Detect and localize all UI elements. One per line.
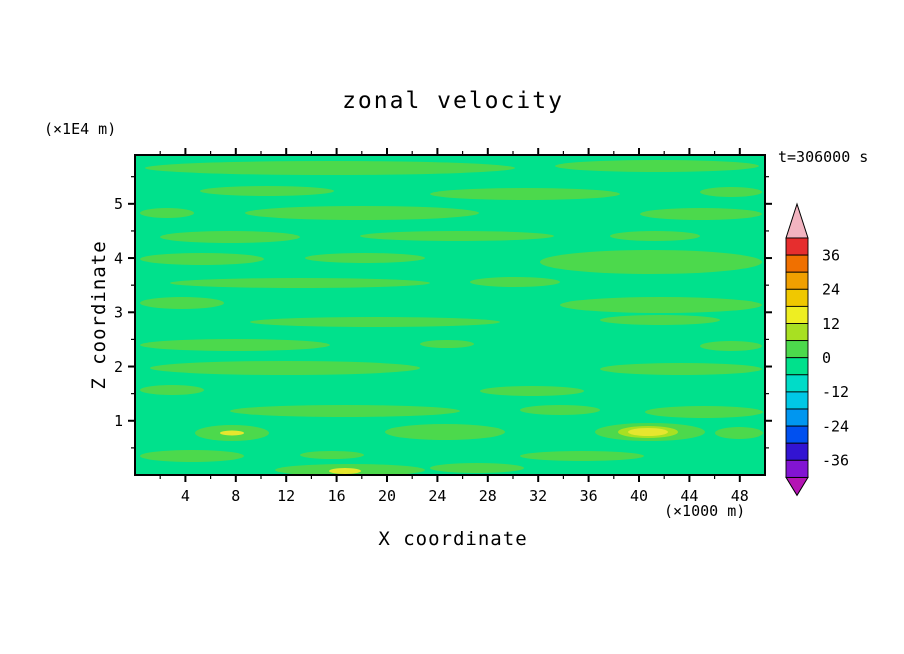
contour-patch — [470, 277, 560, 287]
x-tick-label: 48 — [731, 487, 749, 505]
z-tick-label: 3 — [114, 304, 123, 322]
colorbar-label: 36 — [822, 246, 840, 264]
contour-patch — [555, 160, 759, 172]
contour-patch — [305, 253, 425, 263]
colorbar-label: -12 — [822, 383, 849, 401]
contour-hotspot — [220, 430, 244, 436]
colorbar-segment — [785, 357, 809, 376]
colorbar-segment — [785, 271, 809, 290]
contour-patch — [140, 297, 224, 309]
contour-patch — [420, 340, 474, 348]
x-tick-label: 40 — [630, 487, 648, 505]
x-tick-label: 44 — [680, 487, 698, 505]
colorbar-label: -36 — [822, 452, 849, 470]
contour-patch — [145, 161, 515, 175]
x-axis-title: X coordinate — [378, 528, 528, 550]
contour-patch — [140, 253, 264, 265]
colorbar-label: -24 — [822, 417, 849, 435]
contour-patch — [560, 297, 762, 313]
contour-patch — [700, 341, 762, 351]
contour-patch — [600, 363, 762, 375]
colorbar-segment — [785, 391, 809, 410]
contour-patch — [360, 231, 554, 241]
colorbar-segment — [785, 340, 809, 359]
contour-patch — [715, 427, 763, 439]
colorbar-label: 0 — [822, 349, 831, 367]
x-tick-label: 28 — [479, 487, 497, 505]
contour-field — [135, 155, 765, 475]
colorbar-segment — [785, 374, 809, 393]
contour-patch — [140, 450, 244, 462]
contour-patch — [140, 339, 330, 351]
z-tick-label: 4 — [114, 249, 123, 267]
colorbar-segment — [785, 305, 809, 324]
colorbar-label: 12 — [822, 315, 840, 333]
contour-patch — [640, 208, 762, 220]
colorbar-segment — [785, 459, 809, 478]
contour-patch — [645, 406, 763, 418]
contour-patch — [430, 188, 620, 200]
z-tick-label: 1 — [114, 412, 123, 430]
x-axis-unit-label: (×1000 m) — [664, 502, 746, 520]
colorbar-segment — [785, 442, 809, 461]
contour-patch — [230, 405, 460, 417]
x-tick-label: 32 — [529, 487, 547, 505]
x-tick-label: 24 — [428, 487, 446, 505]
time-stamp-label: t=306000 s — [778, 148, 869, 166]
x-tick-label: 12 — [277, 487, 295, 505]
contour-patch — [160, 231, 300, 243]
colorbar-segment — [785, 425, 809, 444]
contour-hotspot — [628, 428, 668, 436]
x-tick-label: 4 — [181, 487, 190, 505]
contour-patch — [480, 386, 584, 396]
contour-patch — [150, 361, 420, 375]
contour-patch — [520, 451, 644, 461]
colorbar-under-arrow — [785, 476, 809, 497]
colorbar-segment — [785, 408, 809, 427]
colorbar-over-arrow — [785, 202, 809, 239]
contour-patch — [170, 278, 430, 288]
contour-patch — [700, 187, 762, 197]
contour-patch — [140, 385, 204, 395]
z-tick-label: 2 — [114, 358, 123, 376]
x-tick-label: 8 — [231, 487, 240, 505]
x-tick-label: 16 — [328, 487, 346, 505]
colorbar-segment — [785, 288, 809, 307]
contour-patch — [300, 451, 364, 459]
contour-hotspot — [329, 468, 361, 474]
colorbar-segment — [785, 237, 809, 256]
x-tick-label: 20 — [378, 487, 396, 505]
contour-patch — [610, 231, 700, 241]
x-tick-label: 36 — [580, 487, 598, 505]
colorbar: 36 24 12 0 -12 -24 -36 — [785, 202, 849, 497]
contour-patch — [385, 424, 505, 440]
contour-patch — [245, 206, 479, 220]
chart-title: zonal velocity — [342, 88, 564, 114]
colorbar-segment — [785, 254, 809, 273]
colorbar-label: 24 — [822, 281, 840, 299]
plot-frame — [134, 154, 766, 476]
colorbar-segment — [785, 323, 809, 342]
contour-patch — [140, 208, 194, 218]
contour-patch — [520, 405, 600, 415]
contour-patch — [200, 186, 334, 196]
z-tick-label: 5 — [114, 195, 123, 213]
contour-patch — [540, 250, 762, 274]
contour-patch — [600, 315, 720, 325]
contour-patch — [430, 463, 524, 473]
z-axis-unit-label: (×1E4 m) — [44, 120, 117, 138]
contour-patch — [250, 317, 500, 327]
